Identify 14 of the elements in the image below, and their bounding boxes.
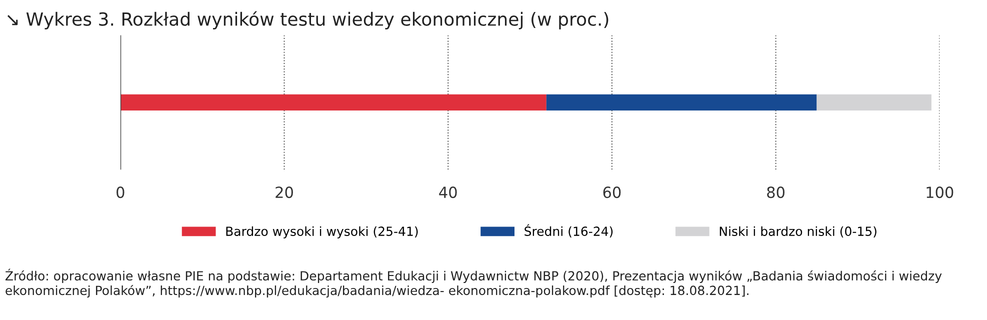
text: Źródło: opracowanie własne PIE na podstawie: Departament Edukacji i Wydawnictw NBP (2020), Prezentacja wyników „Badania świadomości i wiedzy ekonomicznej Polaków”, https://www.nbp.pl/edukacja/badania/wiedza- ekonomiczna-polakow.pdf [dostęp: 18.08.2021]. bbox=[5, 268, 942, 298]
legend-label: Bardzo wysoki i wysoki (25-41) bbox=[226, 226, 418, 238]
x-tick-label: 20 bbox=[276, 186, 293, 198]
x-tick-label: 80 bbox=[767, 186, 784, 198]
chart-title: ↘ Wykres 3. Rozkład wyników testu wiedzy ekonomicznej (w proc.) bbox=[7, 11, 608, 30]
bar bbox=[816, 94, 932, 110]
bar bbox=[546, 94, 817, 110]
x-tick-label: 40 bbox=[439, 186, 457, 198]
legend-label: Niski i bardzo niski (0-15) bbox=[720, 226, 876, 238]
x-tick-label: 0 bbox=[116, 186, 124, 198]
legend-label: Średni (16-24) bbox=[524, 224, 613, 238]
bar bbox=[120, 94, 546, 110]
x-tick-label: 100 bbox=[926, 186, 954, 198]
x-tick-label: 60 bbox=[603, 186, 621, 198]
